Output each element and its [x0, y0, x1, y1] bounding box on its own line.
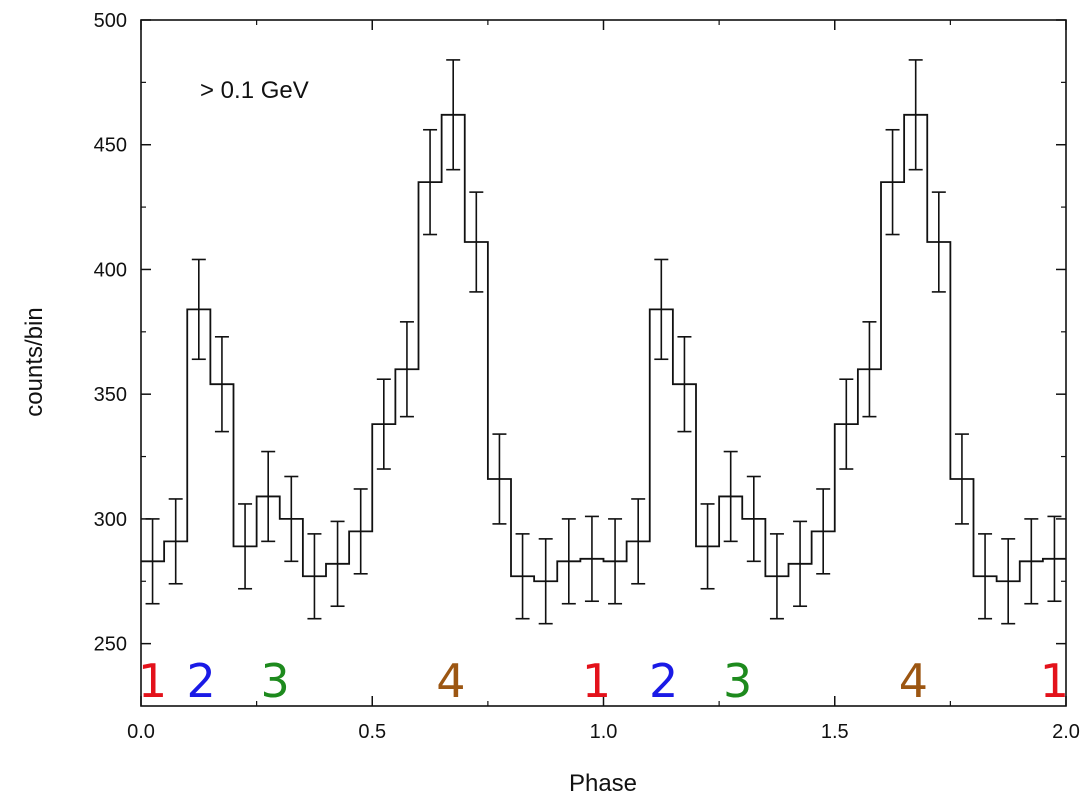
- region-label: 1: [138, 654, 167, 708]
- tick-layer: 0.0 0.5 1.0 1.5 2.0 250 300 350 400 450 500: [94, 10, 1080, 743]
- x-tick-label: 2.0: [1052, 721, 1080, 743]
- x-tick-label: 1.0: [590, 721, 618, 743]
- region-label: 2: [186, 654, 215, 708]
- data-layer: [141, 59, 1066, 625]
- region-label: 2: [649, 654, 678, 708]
- region-label: 1: [1040, 654, 1069, 708]
- y-tick-label: 400: [94, 259, 127, 281]
- histogram-step-line: [141, 113, 1066, 583]
- plot-frame: [140, 19, 1067, 707]
- region-label: 4: [899, 654, 928, 708]
- x-axis-label: Phase: [569, 770, 637, 797]
- y-axis-label: counts/bin: [21, 307, 48, 416]
- region-label: 3: [260, 654, 289, 708]
- x-tick-label: 0.5: [358, 721, 386, 743]
- energy-annotation: > 0.1 GeV: [200, 77, 309, 104]
- region-label: 1: [582, 654, 611, 708]
- region-label: 4: [436, 654, 465, 708]
- x-tick-label: 0.0: [127, 721, 155, 743]
- y-tick-label: 250: [94, 634, 127, 656]
- region-label: 3: [723, 654, 752, 708]
- y-tick-label: 450: [94, 135, 127, 157]
- y-tick-label: 300: [94, 509, 127, 531]
- x-tick-label: 1.5: [821, 721, 849, 743]
- y-tick-label: 500: [94, 10, 127, 32]
- y-tick-label: 350: [94, 384, 127, 406]
